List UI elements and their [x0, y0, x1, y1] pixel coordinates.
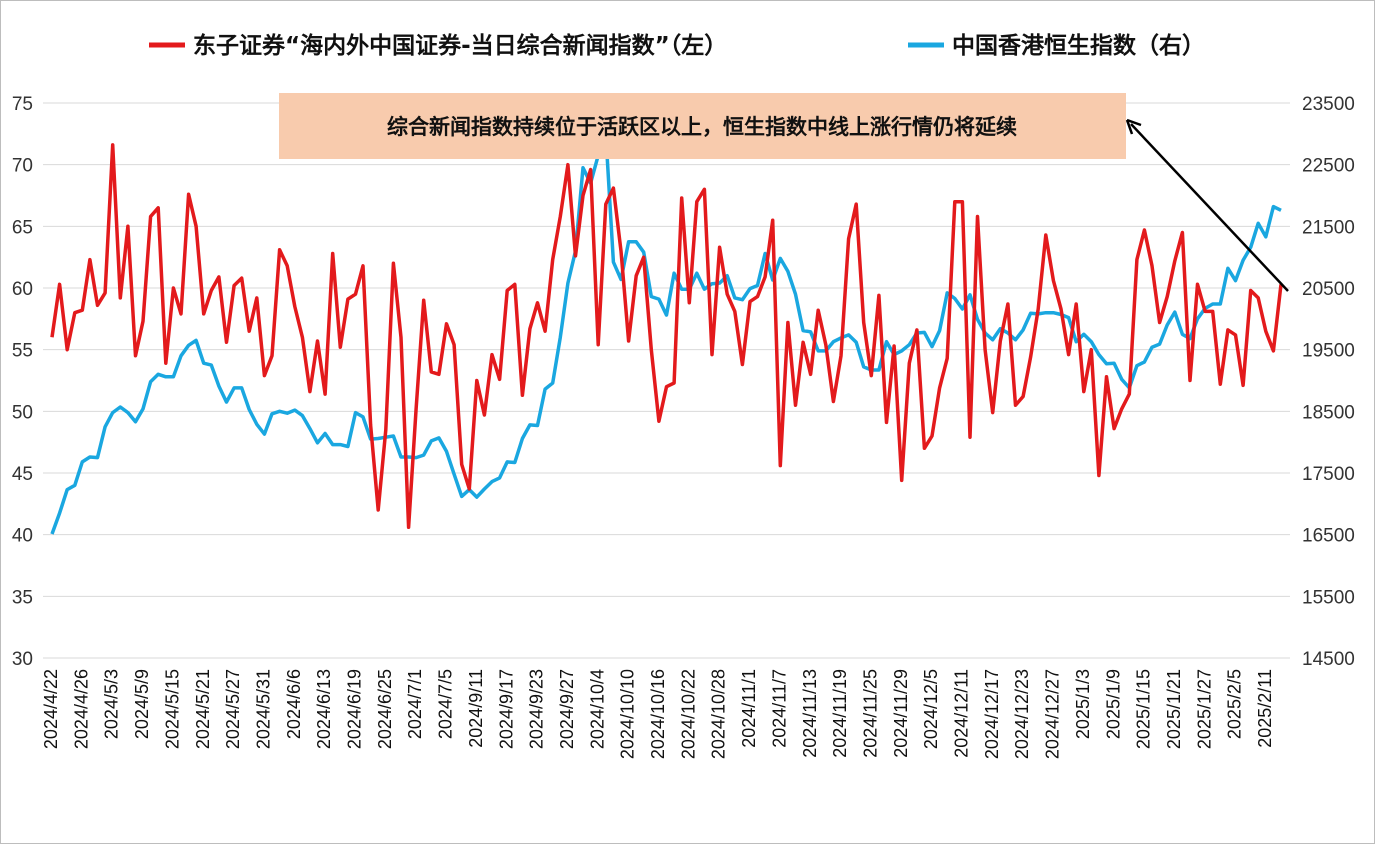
x-tick-label: 2025/1/27: [1194, 669, 1214, 749]
right-y-tick-label: 18500: [1302, 402, 1355, 423]
x-tick-label: 2024/12/27: [1043, 669, 1063, 759]
x-tick-label: 2024/6/13: [314, 669, 334, 749]
x-axis: 2024/4/22 2024/4/26 2024/5/3 2024/5/9 2024/5…: [41, 657, 1290, 759]
gridlines: [43, 102, 1290, 659]
left-y-axis: 30 35 40 45 50 55 60 65 70 75: [12, 94, 33, 670]
right-y-tick-label: 21500: [1302, 217, 1355, 238]
x-tick-label: 2024/10/28: [709, 669, 729, 759]
annotation-arrowhead: [1125, 118, 1142, 135]
x-tick-label: 2024/5/9: [132, 669, 152, 739]
x-tick-label: 2025/2/5: [1225, 669, 1245, 739]
x-tick-label: 2025/2/11: [1255, 669, 1275, 748]
x-tick-label: 2024/7/1: [405, 669, 425, 739]
annotation-box: [279, 93, 1126, 159]
x-tick-label: 2024/6/6: [284, 669, 304, 739]
right-y-tick-label: 15500: [1302, 587, 1355, 608]
x-tick-label: 2024/12/17: [982, 669, 1002, 759]
left-y-tick-label: 75: [12, 94, 33, 115]
x-tick-label: 2024/11/13: [800, 669, 820, 758]
x-tick-label: 2025/1/15: [1134, 669, 1154, 749]
x-tick-label: 2024/5/21: [193, 669, 213, 749]
annotation-text: 综合新闻指数持续位于活跃区以上，恒生指数中线上涨行情仍将延续: [387, 114, 1017, 139]
right-y-axis: 14500 15500 16500 17500 18500 19500 20500 21500…: [1302, 94, 1355, 670]
x-tick-label: 2024/11/29: [891, 669, 911, 758]
left-y-tick-label: 40: [12, 526, 33, 547]
right-y-tick-label: 19500: [1302, 341, 1355, 362]
legend: 东子证券“海内外中国证券-当日综合新闻指数”（左） 中国香港恒生指数（右）: [149, 32, 1205, 59]
x-tick-label: 2024/9/27: [557, 669, 577, 749]
x-tick-label: 2025/1/9: [1103, 669, 1123, 739]
series-lines: [50, 132, 1283, 535]
x-tick-label: 2024/5/27: [223, 669, 243, 749]
right-y-tick-label: 14500: [1302, 649, 1355, 670]
x-tick-label: 2024/12/5: [921, 669, 941, 749]
x-tick-label: 2024/7/5: [436, 669, 456, 739]
legend-label-news-index: 东子证券“海内外中国证券-当日综合新闻指数”（左）: [193, 32, 727, 59]
x-tick-label: 2025/1/3: [1073, 669, 1093, 739]
x-tick-label: 2024/11/19: [830, 669, 850, 758]
left-y-tick-label: 55: [12, 341, 33, 362]
left-y-tick-label: 60: [12, 279, 33, 300]
right-y-tick-label: 23500: [1302, 94, 1355, 115]
series-line-news-index: [50, 143, 1283, 530]
left-y-tick-label: 65: [12, 217, 33, 238]
x-tick-label: 2024/4/26: [71, 669, 91, 749]
legend-label-hang-seng: 中国香港恒生指数（右）: [952, 32, 1205, 59]
x-tick-label: 2024/10/10: [618, 669, 638, 759]
x-tick-label: 2024/5/31: [253, 669, 273, 749]
x-tick-label: 2024/4/22: [41, 669, 61, 749]
x-tick-label: 2024/9/23: [527, 669, 547, 749]
x-tick-label: 2024/12/23: [1012, 669, 1032, 759]
x-tick-label: 2024/11/25: [860, 669, 880, 758]
x-tick-label: 2024/5/3: [102, 669, 122, 739]
x-tick-label: 2024/10/4: [587, 669, 607, 749]
right-y-tick-label: 20500: [1302, 279, 1355, 300]
left-y-tick-label: 45: [12, 464, 33, 485]
x-tick-label: 2024/6/25: [375, 669, 395, 749]
annotation-arrow: [1130, 123, 1289, 292]
x-tick-label: 2024/11/1: [739, 669, 759, 748]
annotation: 综合新闻指数持续位于活跃区以上，恒生指数中线上涨行情仍将延续: [279, 93, 1289, 292]
x-tick-label: 2024/10/16: [648, 669, 668, 759]
left-y-tick-label: 30: [12, 649, 33, 670]
x-tick-label: 2024/11/7: [769, 669, 789, 748]
x-tick-label: 2024/9/17: [496, 669, 516, 749]
x-tick-label: 2024/12/11: [952, 669, 972, 758]
x-tick-label: 2024/10/22: [678, 669, 698, 759]
x-tick-label: 2024/6/19: [345, 669, 365, 749]
left-y-tick-label: 35: [12, 587, 33, 608]
left-y-tick-label: 50: [12, 402, 33, 423]
right-y-tick-label: 17500: [1302, 464, 1355, 485]
x-tick-label: 2025/1/21: [1164, 669, 1184, 749]
x-tick-label: 2024/9/11: [466, 669, 486, 748]
series-line-hang-seng: [50, 132, 1282, 535]
right-y-tick-label: 16500: [1302, 526, 1355, 547]
right-y-tick-label: 22500: [1302, 156, 1355, 177]
x-tick-label: 2024/5/15: [162, 669, 182, 749]
left-y-tick-label: 70: [12, 156, 33, 177]
